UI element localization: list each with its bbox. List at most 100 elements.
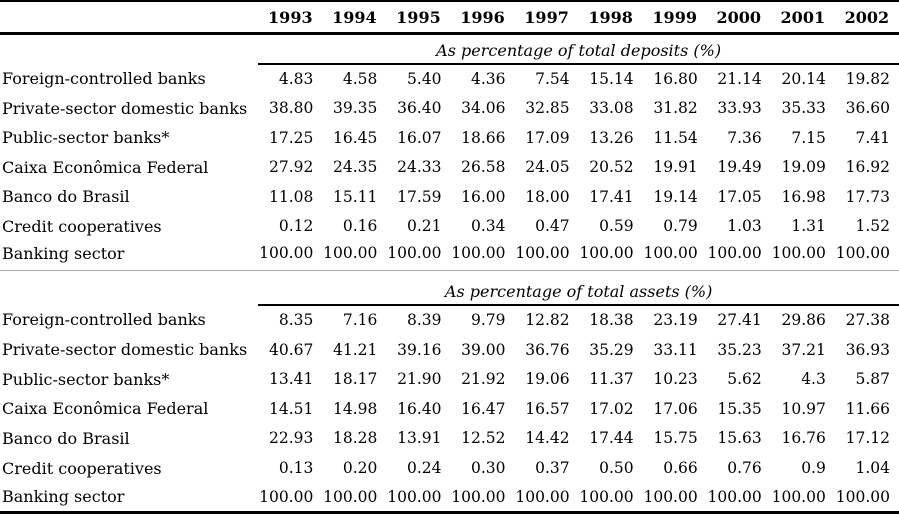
corner-cell: [0, 1, 259, 35]
value-cell: 0.24: [406, 459, 442, 477]
value-cell: 13.41: [268, 370, 314, 389]
value-cell: 17.44: [589, 429, 634, 448]
value-cell: 7.16: [342, 311, 378, 330]
value-cell: 27.92: [268, 158, 314, 177]
value-cell: 0.59: [599, 217, 634, 236]
value-cell: 15.35: [717, 399, 762, 418]
value-cell: 18.66: [461, 128, 506, 147]
value-cell: 100.00: [322, 241, 387, 272]
value-cell: 19.14: [653, 187, 698, 206]
value-cell: 19.09: [781, 158, 826, 177]
value-cell: 13.26: [589, 128, 634, 147]
year-header: 1998: [578, 1, 643, 35]
value-cell: 14.51: [268, 399, 314, 418]
value-cell: 19.49: [717, 158, 762, 177]
value-cell: 35.23: [717, 340, 762, 359]
value-cell: 12.82: [525, 311, 570, 330]
value-cell: 32.85: [525, 99, 570, 118]
value-cell: 20.52: [589, 158, 634, 177]
year-header: 2001: [770, 1, 835, 35]
value-cell: 16.00: [461, 187, 506, 206]
value-cell: 100.00: [579, 487, 634, 506]
table-row: Caixa Econômica Federal 14.51 14.98 16.40 16…: [0, 394, 899, 424]
value-cell: 11.54: [653, 128, 698, 147]
value-cell: 18.38: [589, 311, 634, 330]
value-cell: 0.34: [471, 217, 506, 236]
value-cell: 1.04: [855, 459, 890, 477]
value-cell: 17.02: [589, 399, 634, 418]
value-cell: 33.93: [717, 99, 762, 118]
value-cell: 7.54: [535, 69, 570, 88]
value-cell: 0.76: [727, 459, 762, 477]
row-label: Foreign-controlled banks: [2, 68, 206, 88]
value-cell: 10.23: [653, 370, 698, 389]
value-cell: 16.45: [333, 128, 378, 147]
value-cell: 100.00: [515, 487, 570, 506]
section-title-deposits: As percentage of total deposits (%): [258, 33, 899, 65]
value-cell: 17.41: [589, 187, 634, 206]
year-header: 1995: [386, 1, 451, 35]
value-cell: 21.14: [717, 69, 762, 88]
value-cell: 18.28: [333, 429, 378, 448]
value-cell: 1.31: [791, 217, 826, 236]
value-cell: 14.42: [525, 429, 570, 448]
value-cell: 38.80: [268, 99, 314, 118]
table-row: Credit cooperatives 0.12 0.16 0.21 0.34 0.47 0…: [0, 212, 899, 242]
value-cell: 37.21: [781, 340, 826, 359]
value-cell: 24.33: [397, 158, 442, 177]
value-cell: 11.08: [268, 187, 314, 206]
value-cell: 31.82: [653, 99, 698, 118]
table-row: Private-sector domestic banks 40.67 41.21 3…: [0, 335, 899, 365]
value-cell: 36.93: [845, 340, 890, 359]
year-header: 2000: [706, 1, 771, 35]
value-cell: 17.59: [397, 187, 442, 206]
value-cell: 11.37: [589, 370, 634, 389]
value-cell: 10.97: [781, 399, 826, 418]
value-cell: 16.92: [845, 158, 890, 177]
row-label: Private-sector domestic banks: [2, 340, 248, 360]
value-cell: 35.29: [589, 340, 634, 359]
row-label: Banking sector: [2, 487, 125, 507]
year-header: 1996: [450, 1, 515, 35]
value-cell: 18.00: [525, 187, 570, 206]
value-cell: 15.11: [333, 187, 378, 206]
table-row: Banco do Brasil 11.08 15.11 17.59 16.00 18.00…: [0, 182, 899, 212]
section-title-assets: As percentage of total assets (%): [258, 270, 899, 307]
year-header: 1994: [322, 1, 387, 35]
value-cell: 15.63: [717, 429, 762, 448]
row-label: Private-sector domestic banks: [2, 98, 248, 118]
value-cell: 23.19: [653, 311, 698, 330]
table-row: Credit cooperatives 0.13 0.20 0.24 0.30 0.37 0…: [0, 453, 899, 483]
value-cell: 20.14: [781, 69, 826, 88]
value-cell: 7.15: [791, 128, 826, 147]
value-cell: 100.00: [578, 241, 643, 272]
value-cell: 39.00: [461, 340, 506, 359]
value-cell: 16.40: [397, 399, 442, 418]
section-title-row: As percentage of total assets (%): [0, 270, 899, 307]
value-cell: 100.00: [835, 487, 890, 506]
value-cell: 19.06: [525, 370, 570, 389]
table-row: Public-sector banks* 17.25 16.45 16.07 18.66…: [0, 123, 899, 153]
table-row: Foreign-controlled banks 8.35 7.16 8.39 9.79…: [0, 305, 899, 335]
value-cell: 100.00: [643, 487, 698, 506]
row-label: Public-sector banks*: [2, 369, 170, 389]
value-cell: 35.33: [781, 99, 826, 118]
value-cell: 39.35: [333, 99, 378, 118]
row-label: Banco do Brasil: [2, 428, 130, 448]
value-cell: 0.66: [663, 459, 698, 477]
value-cell: 12.52: [461, 429, 506, 448]
value-cell: 24.35: [333, 158, 378, 177]
table-row: Banco do Brasil 22.93 18.28 13.91 12.52 14.42…: [0, 424, 899, 454]
value-cell: 100.00: [258, 241, 323, 272]
value-cell: 36.60: [845, 99, 890, 118]
year-header: 1999: [642, 1, 707, 35]
value-cell: 5.62: [727, 370, 762, 389]
row-label: Banking sector: [0, 241, 259, 272]
value-cell: 33.11: [653, 340, 698, 359]
value-cell: 0.16: [342, 217, 378, 236]
value-cell: 4.3: [801, 370, 826, 389]
row-label: Credit cooperatives: [2, 216, 162, 236]
value-cell: 100.00: [450, 241, 515, 272]
value-cell: 100.00: [707, 487, 762, 506]
value-cell: 36.40: [397, 99, 442, 118]
